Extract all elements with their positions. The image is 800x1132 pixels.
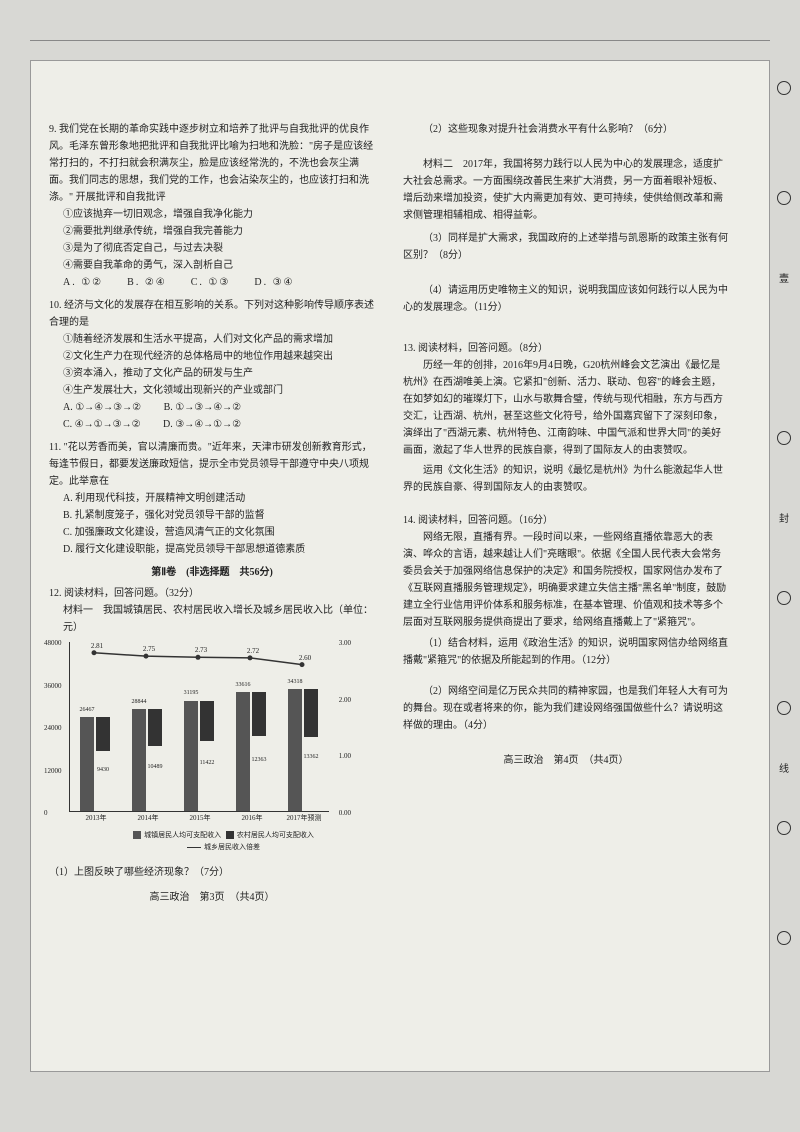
q14-num: 14. xyxy=(403,515,416,526)
binding-circle xyxy=(777,431,791,445)
legend-box-urban xyxy=(133,831,141,839)
question-13: 13. 阅读材料，回答问题。（8分） 历经一年的创排，2016年9月4日晚，G2… xyxy=(403,340,729,496)
q9-choices: A. ①② B. ②④ C. ①③ D. ③④ xyxy=(49,274,375,291)
side-char: 封 xyxy=(779,511,789,528)
left-footer: 高三政治 第3页 （共4页） xyxy=(49,889,375,906)
question-9: 9. 我们党在长期的革命实践中逐步树立和培养了批评与自我批评的优良作风。毛泽东曾… xyxy=(49,121,375,291)
binding-circle xyxy=(777,191,791,205)
side-char: 壹 xyxy=(779,271,789,288)
binding-circle xyxy=(777,701,791,715)
q9-stem: 我们党在长期的革命实践中逐步树立和培养了批评与自我批评的优良作风。毛泽东曾形象地… xyxy=(49,124,373,203)
ratio-dot xyxy=(144,654,149,659)
q10-num: 10. xyxy=(49,300,62,311)
q12-sub4: （4）请运用历史唯物主义的知识，说明我国应该如何践行以人民为中心的发展理念。（1… xyxy=(403,282,729,316)
q10-opt1: ①随着经济发展和生活水平提高，人们对文化产品的需求增加 xyxy=(49,331,375,348)
q10-choiceA: A. ①→④→③→② xyxy=(63,402,141,413)
chart-xtick: 2014年 xyxy=(128,813,168,825)
income-chart: 4800036000240001200002646794302013年2.812… xyxy=(69,642,329,812)
chart-ratio-ytick: 3.00 xyxy=(339,638,351,650)
q12-stem: 阅读材料，回答问题。（32分） xyxy=(64,588,199,599)
right-column: （2）这些现象对提升社会消费水平有什么影响？（6分） 材料二 2017年，我国将… xyxy=(393,61,769,1071)
q12-mat1: 材料一 我国城镇居民、农村居民收入增长及城乡居民收入比（单位：元） xyxy=(49,602,375,636)
chart-ytick: 24000 xyxy=(44,723,62,735)
q9-opt4: ④需要自我革命的勇气，深入剖析自己 xyxy=(49,257,375,274)
q14-sub1: （1）结合材料，运用《政治生活》的知识，说明国家网信办给网络直播戴"紧箍咒"的依… xyxy=(403,635,729,669)
exam-page: 9. 我们党在长期的革命实践中逐步树立和培养了批评与自我批评的优良作风。毛泽东曾… xyxy=(30,60,770,1072)
side-char: 线 xyxy=(779,761,789,778)
chart-ytick: 0 xyxy=(44,808,48,820)
legend-rural: 农村居民人均可支配收入 xyxy=(237,831,314,839)
q13-body2: 运用《文化生活》的知识，说明《最忆是杭州》为什么能激起华人世界的民族自豪、得到国… xyxy=(403,462,729,496)
q14-stem: 阅读材料，回答问题。（16分） xyxy=(418,515,553,526)
q11-stem: "花以芳香而美，官以清廉而贵。"近年来，天津市研发创新教育形式，每逢节假日，都要… xyxy=(49,442,372,487)
ratio-dot xyxy=(300,662,305,667)
question-11: 11. "花以芳香而美，官以清廉而贵。"近年来，天津市研发创新教育形式，每逢节假… xyxy=(49,439,375,558)
q13-stem: 阅读材料，回答问题。（8分） xyxy=(418,343,548,354)
binding-circle xyxy=(777,81,791,95)
binding-circle xyxy=(777,821,791,835)
chart-ratio-ytick: 0.00 xyxy=(339,808,351,820)
chart-xtick: 2013年 xyxy=(76,813,116,825)
q14-body1: 网络无限，直播有界。一段时间以来，一些网络直播依靠恶大的表演、哗众的言语，越来越… xyxy=(403,529,729,631)
question-14: 14. 阅读材料，回答问题。（16分） 网络无限，直播有界。一段时间以来，一些网… xyxy=(403,512,729,734)
top-rule xyxy=(30,40,770,41)
ratio-dot xyxy=(248,655,253,660)
chart-ytick: 12000 xyxy=(44,766,62,778)
q9-opt2: ②需要批判继承传统，增强自我完善能力 xyxy=(49,223,375,240)
q11-num: 11. xyxy=(49,442,61,453)
q13-body1: 历经一年的创排，2016年9月4日晚，G20杭州峰会文艺演出《最忆是杭州》在西湖… xyxy=(403,357,729,459)
q10-choiceD: D. ③→④→①→② xyxy=(163,419,241,430)
chart-ytick: 36000 xyxy=(44,681,62,693)
q11-optD: D. 履行文化建设职能，提高党员领导干部思想道德素质 xyxy=(49,541,375,558)
ratio-dot xyxy=(196,655,201,660)
binding-circle xyxy=(777,591,791,605)
q9-num: 9. xyxy=(49,124,57,135)
legend-box-rural xyxy=(226,831,234,839)
chart-xtick: 2017年预测 xyxy=(284,813,324,825)
chart-xtick: 2016年 xyxy=(232,813,272,825)
q9-opt1: ①应该抛弃一切旧观念，增强自我净化能力 xyxy=(49,206,375,223)
binding-circle xyxy=(777,931,791,945)
q14-sub2: （2）网络空间是亿万民众共同的精神家园，也是我们年轻人大有可为的舞台。现在或者将… xyxy=(403,683,729,734)
q10-choiceB: B. ①→③→④→② xyxy=(164,402,242,413)
q12-num: 12. xyxy=(49,588,62,599)
q11-optC: C. 加强廉政文化建设，营造风清气正的文化氛围 xyxy=(49,524,375,541)
q10-opt3: ③资本涌入，推动了文化产品的研发与生产 xyxy=(49,365,375,382)
q11-optA: A. 利用现代科技，开展精神文明创建活动 xyxy=(49,490,375,507)
chart-legend: 城镇居民人均可支配收入 农村居民人均可支配收入 城乡居民收入倍差 xyxy=(49,830,375,854)
binding-marks: 壹 封 线 xyxy=(775,61,795,1071)
ratio-dot xyxy=(92,650,97,655)
question-12: 12. 阅读材料，回答问题。（32分） 材料一 我国城镇居民、农村居民收入增长及… xyxy=(49,585,375,636)
right-footer: 高三政治 第4页 （共4页） xyxy=(403,752,729,769)
q10-choiceC: C. ④→①→③→② xyxy=(63,419,141,430)
question-10: 10. 经济与文化的发展存在相互影响的关系。下列对这种影响传导顺序表述合理的是 … xyxy=(49,297,375,433)
section-2-title: 第Ⅱ卷 (非选择题 共56分) xyxy=(49,564,375,581)
q11-optB: B. 扎紧制度笼子，强化对党员领导干部的监督 xyxy=(49,507,375,524)
legend-ratio: 城乡居民收入倍差 xyxy=(204,843,260,851)
q10-stem: 经济与文化的发展存在相互影响的关系。下列对这种影响传导顺序表述合理的是 xyxy=(49,300,374,328)
left-column: 9. 我们党在长期的革命实践中逐步树立和培养了批评与自我批评的优良作风。毛泽东曾… xyxy=(31,61,393,1071)
legend-line-icon xyxy=(187,847,201,848)
q12-sub1: （1）上图反映了哪些经济现象？（7分） xyxy=(49,864,375,881)
chart-ratio-ytick: 2.00 xyxy=(339,695,351,707)
legend-urban: 城镇居民人均可支配收入 xyxy=(144,831,221,839)
q10-opt4: ④生产发展壮大，文化领域出现新兴的产业或部门 xyxy=(49,382,375,399)
q9-opt3: ③是为了彻底否定自己，与过去决裂 xyxy=(49,240,375,257)
q10-opt2: ②文化生产力在现代经济的总体格局中的地位作用越来越突出 xyxy=(49,348,375,365)
q13-num: 13. xyxy=(403,343,416,354)
chart-ratio-ytick: 1.00 xyxy=(339,751,351,763)
q12-sub3: （3）同样是扩大需求，我国政府的上述举措与凯恩斯的政策主张有何区别？（8分） xyxy=(403,230,729,264)
material-2: 材料二 2017年，我国将努力践行以人民为中心的发展理念，适度扩大社会总需求。一… xyxy=(403,156,729,224)
chart-ytick: 48000 xyxy=(44,638,62,650)
q12-sub2: （2）这些现象对提升社会消费水平有什么影响？（6分） xyxy=(403,121,729,138)
chart-xtick: 2015年 xyxy=(180,813,220,825)
